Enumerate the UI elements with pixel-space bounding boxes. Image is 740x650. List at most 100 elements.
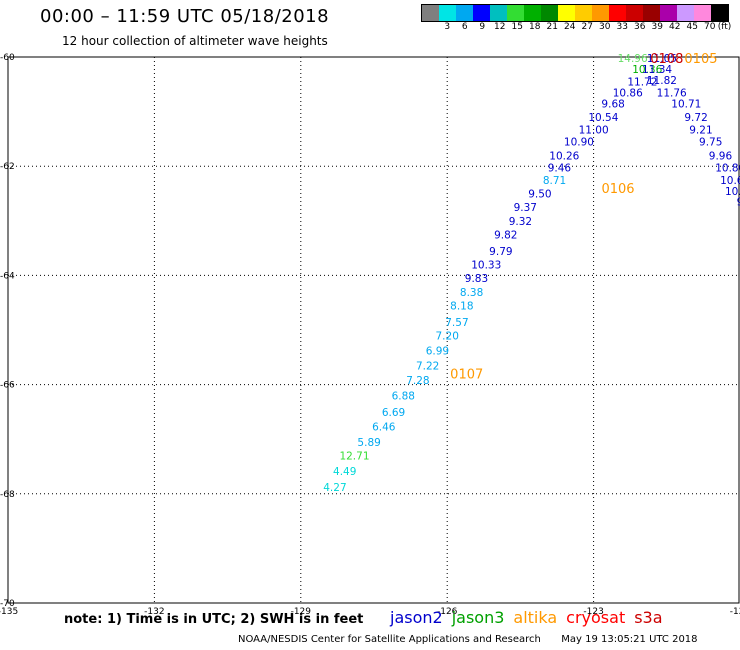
wave-height-label: 9.46 [548, 162, 572, 174]
legend-swatch [439, 5, 456, 21]
wave-height-label: 11.72 [627, 77, 657, 89]
satellite-jason3: jason3 [451, 608, 505, 627]
wave-height-label: 7.20 [436, 330, 459, 342]
wave-height-label: 10.33 [471, 259, 501, 271]
wave-height-label: 10.71 [671, 98, 701, 110]
legend-label: 18 [529, 22, 541, 32]
satellite-legend: jason2 jason3 altika cryosat s3a [390, 608, 672, 627]
lon-tick-label: -123 [583, 607, 603, 617]
wave-height-label: 9 [737, 197, 740, 209]
pass-time-label: 0108 [650, 52, 683, 67]
legend-swatch [541, 5, 558, 21]
lat-tick-label: -66 [0, 381, 15, 391]
lon-tick-label: -126 [437, 607, 458, 617]
wave-height-label: 8.71 [543, 175, 566, 187]
wave-height-label: 7.57 [445, 317, 468, 329]
map-frame [7, 56, 740, 604]
legend-swatch [575, 5, 592, 21]
legend-swatch [456, 5, 473, 21]
satellite-jason2: jason2 [390, 608, 443, 627]
wave-height-label: 9.50 [528, 189, 551, 201]
lon-tick-label: -120 [730, 607, 740, 617]
lat-tick-label: -68 [0, 490, 15, 500]
wave-height-label: 8.18 [450, 300, 473, 312]
wave-height-label: 10.36 [632, 64, 662, 76]
wave-height-label: 6.46 [372, 422, 396, 434]
wave-height-label: 9.68 [601, 98, 624, 110]
legend-swatch [643, 5, 660, 21]
wave-height-label: 9.96 [709, 150, 733, 162]
map-title: 00:00 – 11:59 UTC 05/18/2018 [40, 6, 330, 27]
lon-tick-label: -132 [144, 607, 164, 617]
legend-label: 36 [634, 22, 646, 32]
pass-time-label: 0105 [684, 52, 717, 67]
legend-label: 24 [564, 22, 576, 32]
wave-height-label: 11.00 [579, 125, 609, 137]
wave-height-label: 9.79 [489, 246, 512, 258]
legend-swatch [422, 5, 439, 21]
lat-tick-label: -70 [0, 599, 15, 609]
legend-swatch [711, 5, 728, 21]
legend-swatch [609, 5, 626, 21]
wave-height-label: 10.80 [715, 162, 740, 174]
legend-unit: (ft) [717, 22, 732, 32]
lon-tick-label: -135 [0, 607, 18, 617]
legend-label: 33 [616, 22, 628, 32]
legend-swatch [592, 5, 609, 21]
wave-height-label: 10.64 [720, 175, 740, 187]
color-legend [421, 4, 729, 22]
legend-label: 30 [599, 22, 611, 32]
wave-height-label: 10.37 [725, 186, 740, 198]
wave-height-label: 7.22 [416, 360, 439, 372]
wave-height-label: 10.90 [564, 137, 594, 149]
satellite-cryosat: cryosat [566, 608, 626, 627]
legend-label: 3 [444, 22, 451, 32]
legend-label: 42 [669, 22, 681, 32]
wave-height-label: 11.34 [642, 64, 672, 76]
legend-swatch [626, 5, 643, 21]
wave-height-label: 10.26 [549, 150, 579, 162]
legend-label: 27 [581, 22, 593, 32]
wave-height-label: 14.96 [618, 53, 648, 65]
wave-height-label: 7.28 [406, 375, 429, 387]
legend-label: 45 [686, 22, 698, 32]
wave-height-label: 12.71 [339, 451, 369, 463]
legend-swatch [507, 5, 524, 21]
legend-swatch [473, 5, 490, 21]
legend-swatch [558, 5, 575, 21]
lat-tick-label: -64 [0, 271, 15, 281]
wave-height-label: 9.82 [494, 229, 517, 241]
wave-height-label: 4.27 [323, 482, 346, 494]
wave-height-label: 6.99 [426, 346, 449, 358]
legend-label: 6 [461, 22, 468, 32]
footnote: note: 1) Time is in UTC; 2) SWH is in fe… [64, 612, 364, 627]
footer-timestamp: May 19 13:05:21 UTC 2018 [561, 634, 698, 645]
wave-height-label: 10.86 [613, 87, 643, 99]
wave-height-label: 10.54 [588, 112, 618, 124]
legend-swatch [694, 5, 711, 21]
wave-height-label: 9.83 [465, 273, 488, 285]
wave-height-label: 5.89 [357, 437, 380, 449]
wave-height-label: 9.32 [509, 216, 532, 228]
lat-tick-label: -60 [0, 53, 15, 63]
legend-label: 39 [651, 22, 663, 32]
color-legend-labels: 3 6 9 12 15 18 21 24 27 30 33 36 39 42 45 70 (ft) [421, 22, 740, 34]
wave-height-label: 9.21 [689, 125, 712, 137]
pass-time-label: 0106 [601, 182, 634, 197]
wave-height-label: 6.69 [382, 407, 405, 419]
wave-height-label: 11.05 [647, 53, 677, 65]
wave-height-label: 11.82 [647, 75, 677, 87]
legend-label: 15 [511, 22, 523, 32]
wave-height-label: 6.88 [392, 391, 415, 403]
wave-height-label: 4.49 [333, 466, 356, 478]
legend-swatch [677, 5, 694, 21]
legend-swatch [490, 5, 507, 21]
wave-height-label: 9.72 [684, 112, 707, 124]
legend-label: 70 [704, 22, 716, 32]
wave-height-label: 9.37 [514, 202, 537, 214]
legend-label: 9 [479, 22, 486, 32]
lat-tick-label: -62 [0, 162, 15, 172]
lon-tick-label: -129 [291, 607, 312, 617]
wave-height-label: 11.76 [657, 87, 687, 99]
